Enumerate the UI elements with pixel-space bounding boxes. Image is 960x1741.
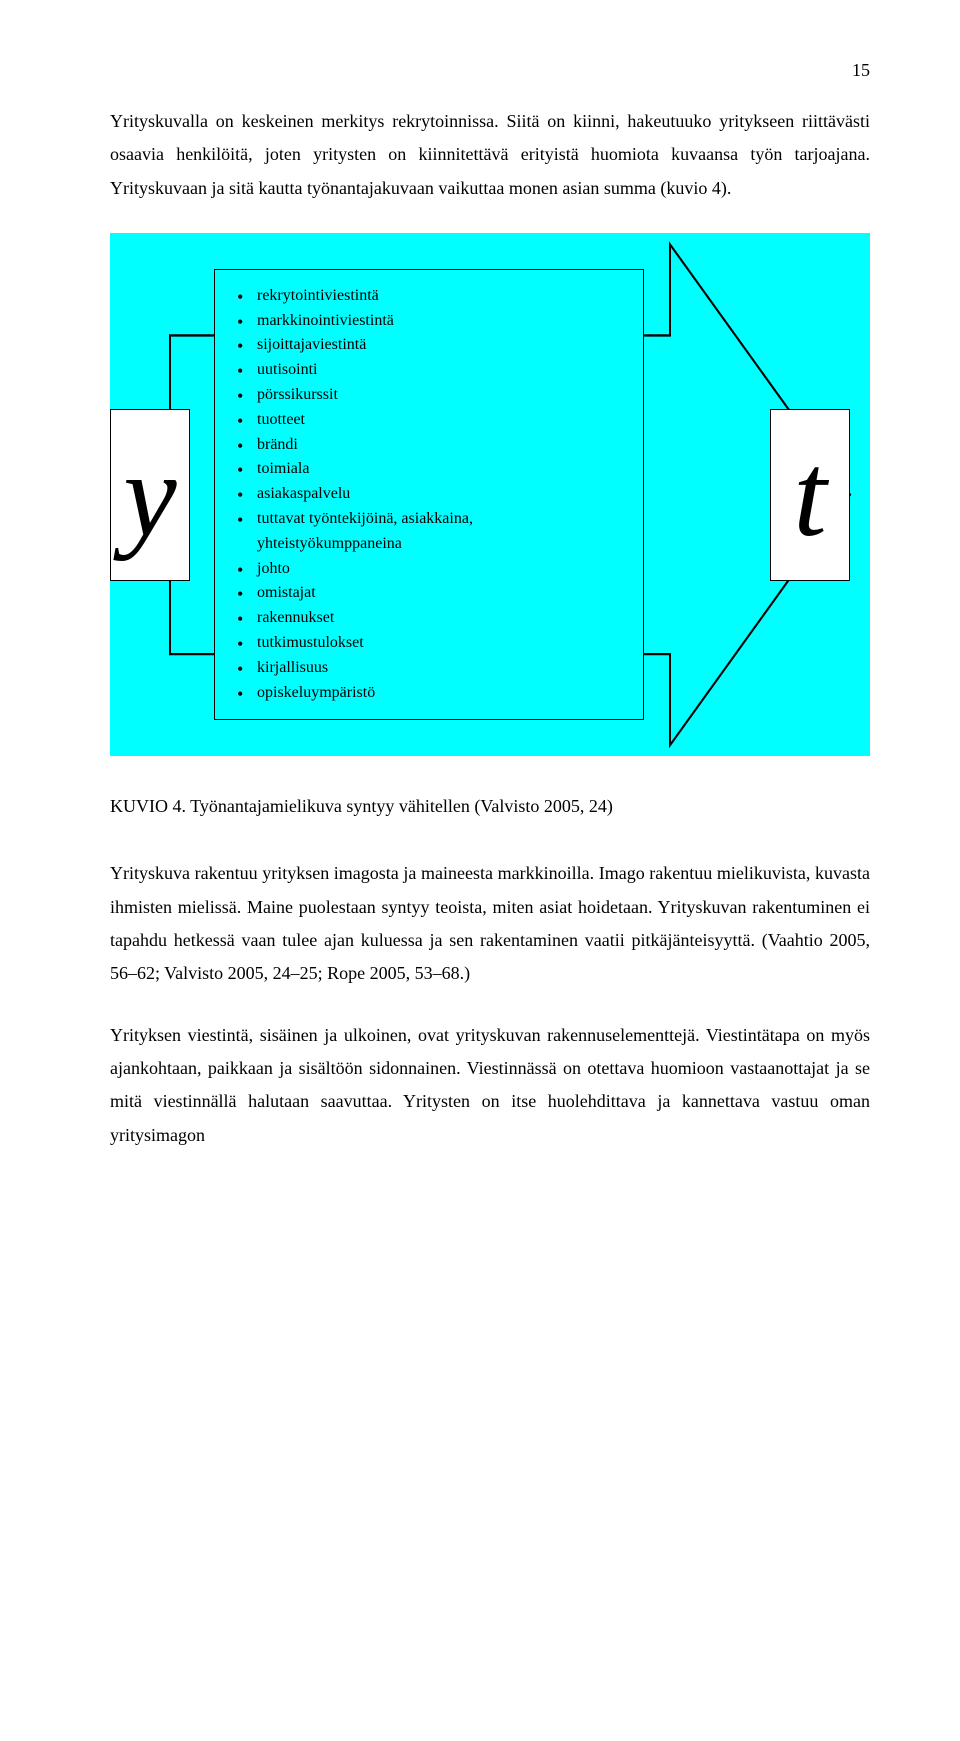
bullet-list: rekrytointiviestintämarkkinointiviestint… (237, 284, 621, 706)
diagram-container: y t rekrytointiviestintämarkkinointivies… (110, 233, 870, 757)
list-item: markkinointiviestintä (237, 309, 621, 334)
list-item: tuotteet (237, 408, 621, 433)
list-item: kirjallisuus (237, 656, 621, 681)
paragraph-2: Yrityskuva rakentuu yrityksen imagosta j… (110, 857, 870, 990)
list-item: tutkimustulokset (237, 631, 621, 656)
list-item: tuttavat työntekijöinä, asiakkaina, yhte… (237, 507, 621, 557)
list-item: brändi (237, 433, 621, 458)
list-item: johto (237, 557, 621, 582)
page-number: 15 (110, 60, 870, 81)
list-item: omistajat (237, 581, 621, 606)
figure-caption: KUVIO 4. Työnantajamielikuva syntyy vähi… (110, 796, 870, 817)
list-item: rakennukset (237, 606, 621, 631)
list-item: asiakaspalvelu (237, 482, 621, 507)
list-item: rekrytointiviestintä (237, 284, 621, 309)
list-item: toimiala (237, 457, 621, 482)
right-letter-box: t (770, 409, 850, 581)
list-item: sijoittajaviestintä (237, 333, 621, 358)
list-item: opiskeluympäristö (237, 681, 621, 706)
list-item: pörssikurssit (237, 383, 621, 408)
bullet-box: rekrytointiviestintämarkkinointiviestint… (214, 269, 644, 721)
list-item: uutisointi (237, 358, 621, 383)
paragraph-3: Yrityksen viestintä, sisäinen ja ulkoine… (110, 1019, 870, 1152)
left-letter-box: y (110, 409, 190, 581)
left-letter: y (123, 435, 176, 555)
right-letter: t (793, 435, 826, 555)
paragraph-1: Yrityskuvalla on keskeinen merkitys rekr… (110, 105, 870, 205)
